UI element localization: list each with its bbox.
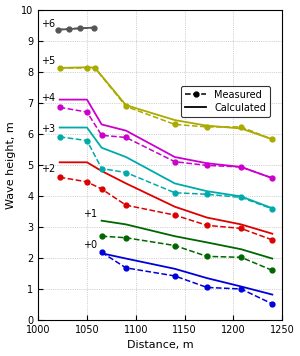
Y-axis label: Wave height, m: Wave height, m [6, 121, 16, 209]
Text: +5: +5 [40, 56, 55, 66]
Text: +1: +1 [82, 209, 97, 219]
Text: +2: +2 [40, 164, 55, 174]
X-axis label: Distance, m: Distance, m [127, 340, 194, 350]
Text: +3: +3 [41, 124, 55, 134]
Legend: Measured, Calculated: Measured, Calculated [181, 86, 270, 116]
Text: +4: +4 [41, 93, 55, 103]
Text: +6: +6 [41, 19, 55, 28]
Text: +0: +0 [82, 240, 97, 250]
